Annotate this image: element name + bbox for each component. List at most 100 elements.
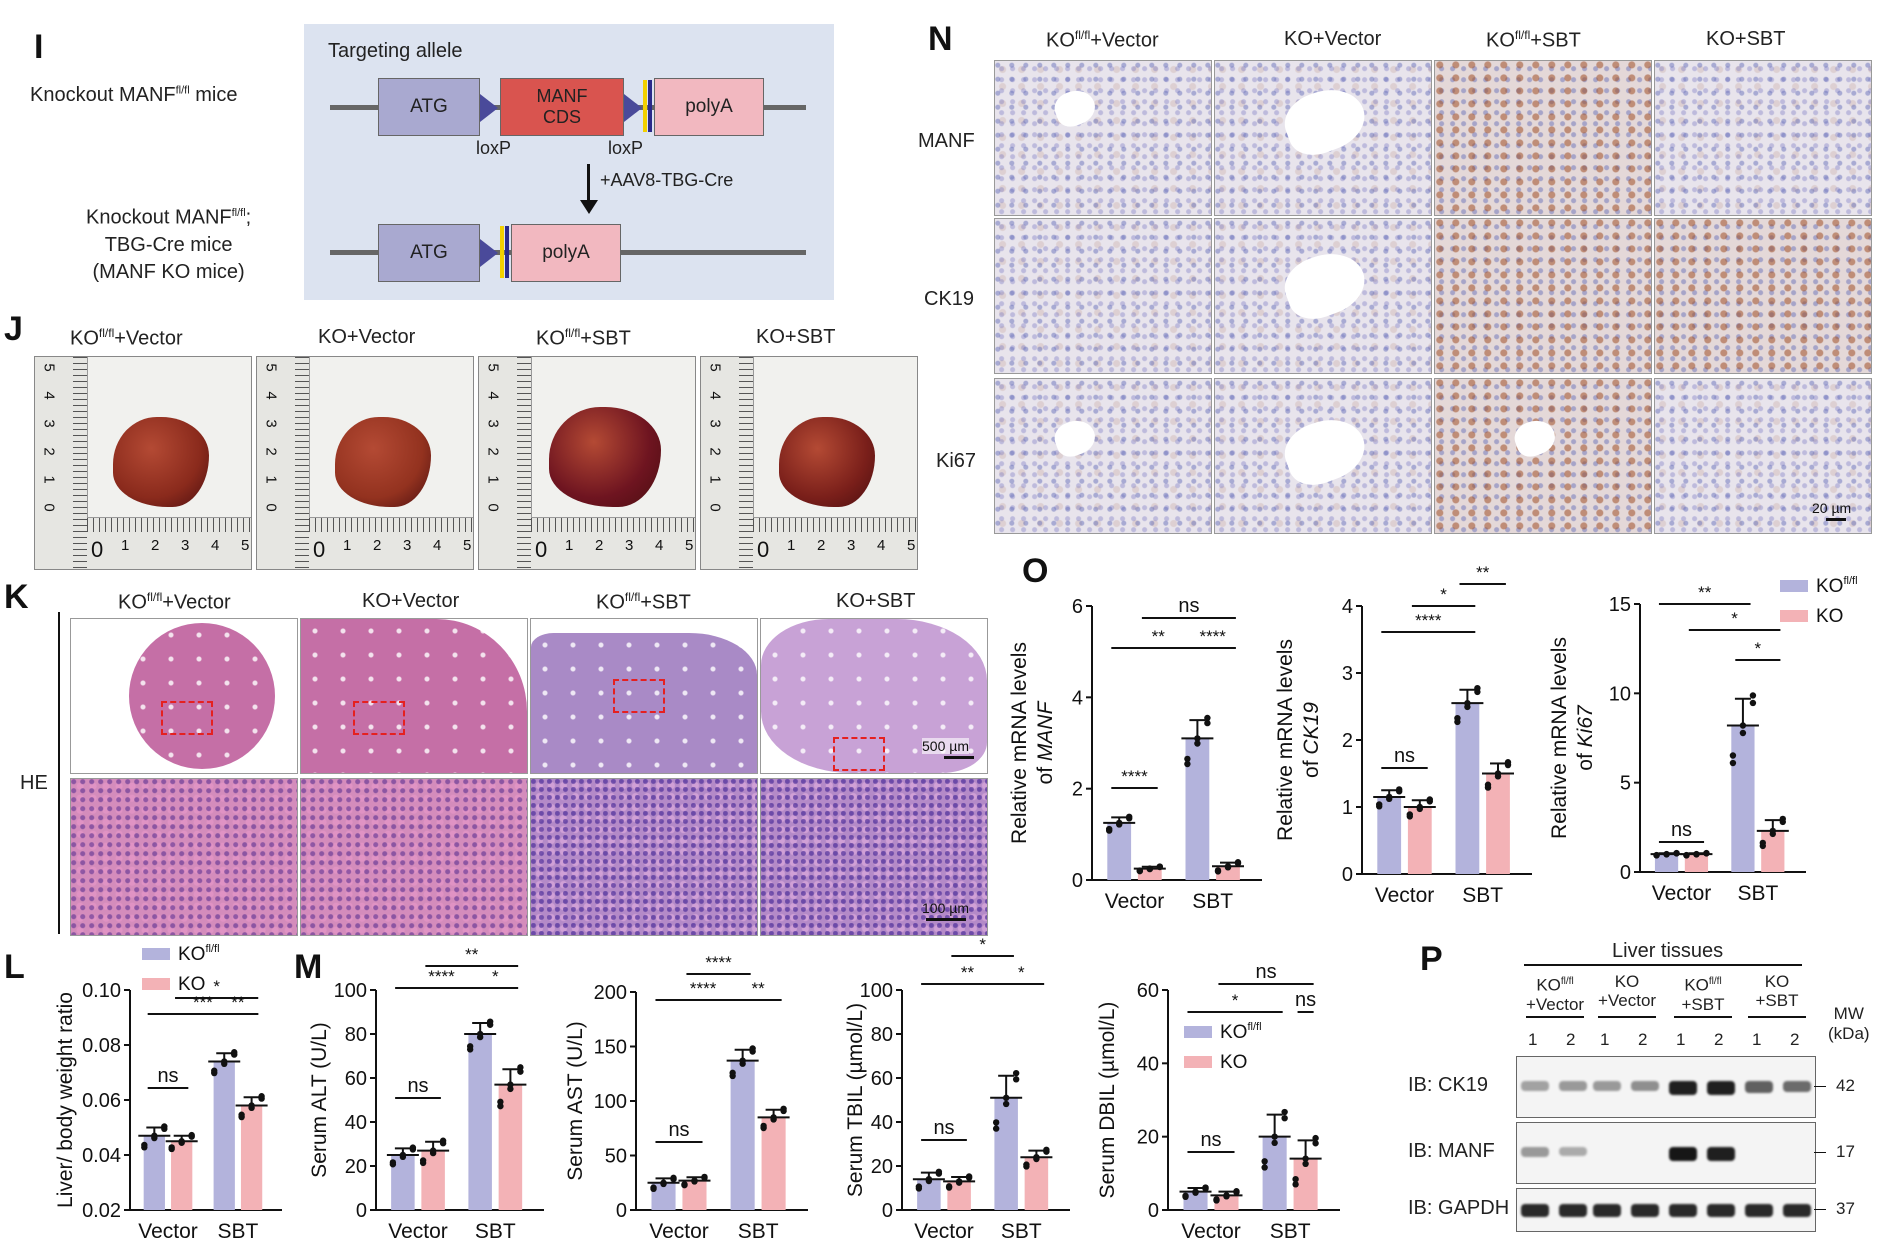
x-category-label: SBT xyxy=(738,1220,779,1243)
blot-label: IB: GAPDH xyxy=(1408,1197,1510,1219)
data-point xyxy=(1202,1184,1209,1191)
data-point xyxy=(1683,851,1690,859)
blot-band xyxy=(1707,1204,1735,1218)
data-point xyxy=(1454,714,1461,722)
j-title-flfl-sbt: KOfl/fl+SBT xyxy=(536,326,631,350)
significance-label: * xyxy=(1440,585,1447,604)
k-scale-bar-low xyxy=(944,756,974,759)
data-point xyxy=(211,1067,218,1074)
ruler-tick-label-x: 1 xyxy=(121,537,130,554)
legend: KOfl/fl KO xyxy=(142,943,220,995)
ihc-ck19-1 xyxy=(994,218,1212,374)
n-row-label-ki67: Ki67 xyxy=(936,450,977,472)
data-point xyxy=(466,1043,474,1050)
loxp-label-2: loxP xyxy=(608,138,644,158)
mw-tick xyxy=(1814,1086,1826,1087)
targeting-allele-title: Targeting allele xyxy=(328,40,463,62)
y-axis-label: Serum TBIL (µmol/L) xyxy=(844,1003,867,1197)
x-category-label: SBT xyxy=(1001,1220,1042,1243)
significance-label: * xyxy=(1018,963,1025,982)
significance-label: * xyxy=(979,935,986,954)
x-category-label: SBT xyxy=(217,1220,258,1243)
data-point xyxy=(238,1111,245,1118)
significance-label: * xyxy=(213,977,220,996)
data-point xyxy=(915,1183,923,1190)
blot-band xyxy=(1745,1204,1773,1218)
data-point xyxy=(1261,1158,1268,1165)
blot-strip-3 xyxy=(1516,1188,1816,1232)
lane-group-prefix: KO xyxy=(1614,972,1640,991)
he-high-mag-3 xyxy=(530,778,758,936)
ihc-ck19-4 xyxy=(1654,218,1872,374)
data-point xyxy=(1194,735,1201,742)
blot-band xyxy=(1559,1147,1587,1157)
data-point xyxy=(1204,719,1211,727)
data-point xyxy=(739,1057,746,1064)
data-point xyxy=(221,1058,228,1065)
loxp-arrow-3 xyxy=(480,239,498,267)
data-point xyxy=(1312,1140,1319,1147)
data-point xyxy=(1213,1196,1220,1203)
he-high-mag-2 xyxy=(300,778,528,936)
panel-letter-j: J xyxy=(4,310,23,348)
y-tick-label: 100 xyxy=(860,980,893,1002)
ruler-tick-label-x: 0 xyxy=(91,537,104,562)
mw-value: 37 xyxy=(1836,1199,1855,1218)
data-point xyxy=(1386,793,1393,801)
ruler-tick-label-x: 1 xyxy=(343,537,352,554)
bar xyxy=(391,1155,415,1210)
data-point xyxy=(701,1173,708,1181)
significance-label: ** xyxy=(1152,627,1166,646)
y-axis-label: Serum AST (U/L) xyxy=(564,1021,587,1181)
y-tick-label: 2 xyxy=(1072,779,1083,801)
bar xyxy=(1024,1157,1049,1210)
n-row-label-ck19: CK19 xyxy=(924,288,975,310)
bar xyxy=(171,1141,193,1210)
panel-letter-n: N xyxy=(928,20,953,58)
vertical-ruler xyxy=(701,357,754,569)
data-point xyxy=(419,1157,427,1164)
k-scale-label-high: 100 µm xyxy=(922,900,969,916)
x-category-label: Vector xyxy=(1105,890,1165,913)
chart-m4: 0 20 40 60 Serum DBIL (µmol/L) Vector SBT ns * ns… xyxy=(1096,961,1340,1243)
significance-label: ** xyxy=(1698,583,1712,602)
lane-group-line-2: +SBT xyxy=(1681,994,1725,1014)
significance-label: ** xyxy=(752,979,766,998)
ihc-ki67-1 xyxy=(994,378,1212,534)
data-point xyxy=(1136,867,1144,874)
significance-label: ** xyxy=(465,945,479,964)
chart-m2: 0 50 100 150 200 Serum AST (U/L) Vector SBT ns **… xyxy=(564,953,808,1243)
manf-cds-block: MANF CDS xyxy=(500,78,624,136)
data-point xyxy=(1779,815,1787,823)
lane-group-line-1: KO xyxy=(1744,972,1810,991)
data-point xyxy=(1106,825,1113,833)
mw-label-line-1: MW xyxy=(1833,1004,1864,1023)
data-point xyxy=(1156,863,1164,870)
ihc-ki67-4 xyxy=(1654,378,1872,534)
bar xyxy=(143,1135,165,1210)
x-category-label: Vector xyxy=(1652,882,1712,905)
horizontal-ruler xyxy=(309,517,473,569)
bar xyxy=(1761,830,1785,872)
y-tick-label: 60 xyxy=(871,1068,893,1090)
panel-letter-l: L xyxy=(4,948,25,986)
significance-label: ns xyxy=(1671,819,1692,841)
zoom-region-box xyxy=(613,679,665,713)
lane-number: 2 xyxy=(1790,1030,1800,1049)
significance-label: **** xyxy=(1415,611,1442,630)
data-point xyxy=(1126,813,1133,820)
x-category-label: Vector xyxy=(388,1220,448,1243)
legend-swatch-ko xyxy=(1184,1056,1212,1068)
lane-group-underline xyxy=(1674,1016,1732,1018)
ruler-tick-label-x: 1 xyxy=(787,537,796,554)
lane-group-underline xyxy=(1748,1016,1806,1018)
data-point xyxy=(1184,760,1191,768)
flfl-mice-label: Knockout MANFfl/fl mice xyxy=(30,84,238,106)
lane-number: 1 xyxy=(1676,1030,1686,1049)
panel-letter-i: I xyxy=(34,28,44,66)
data-point xyxy=(691,1177,698,1184)
data-point xyxy=(1033,1154,1040,1161)
data-point xyxy=(248,1102,255,1109)
